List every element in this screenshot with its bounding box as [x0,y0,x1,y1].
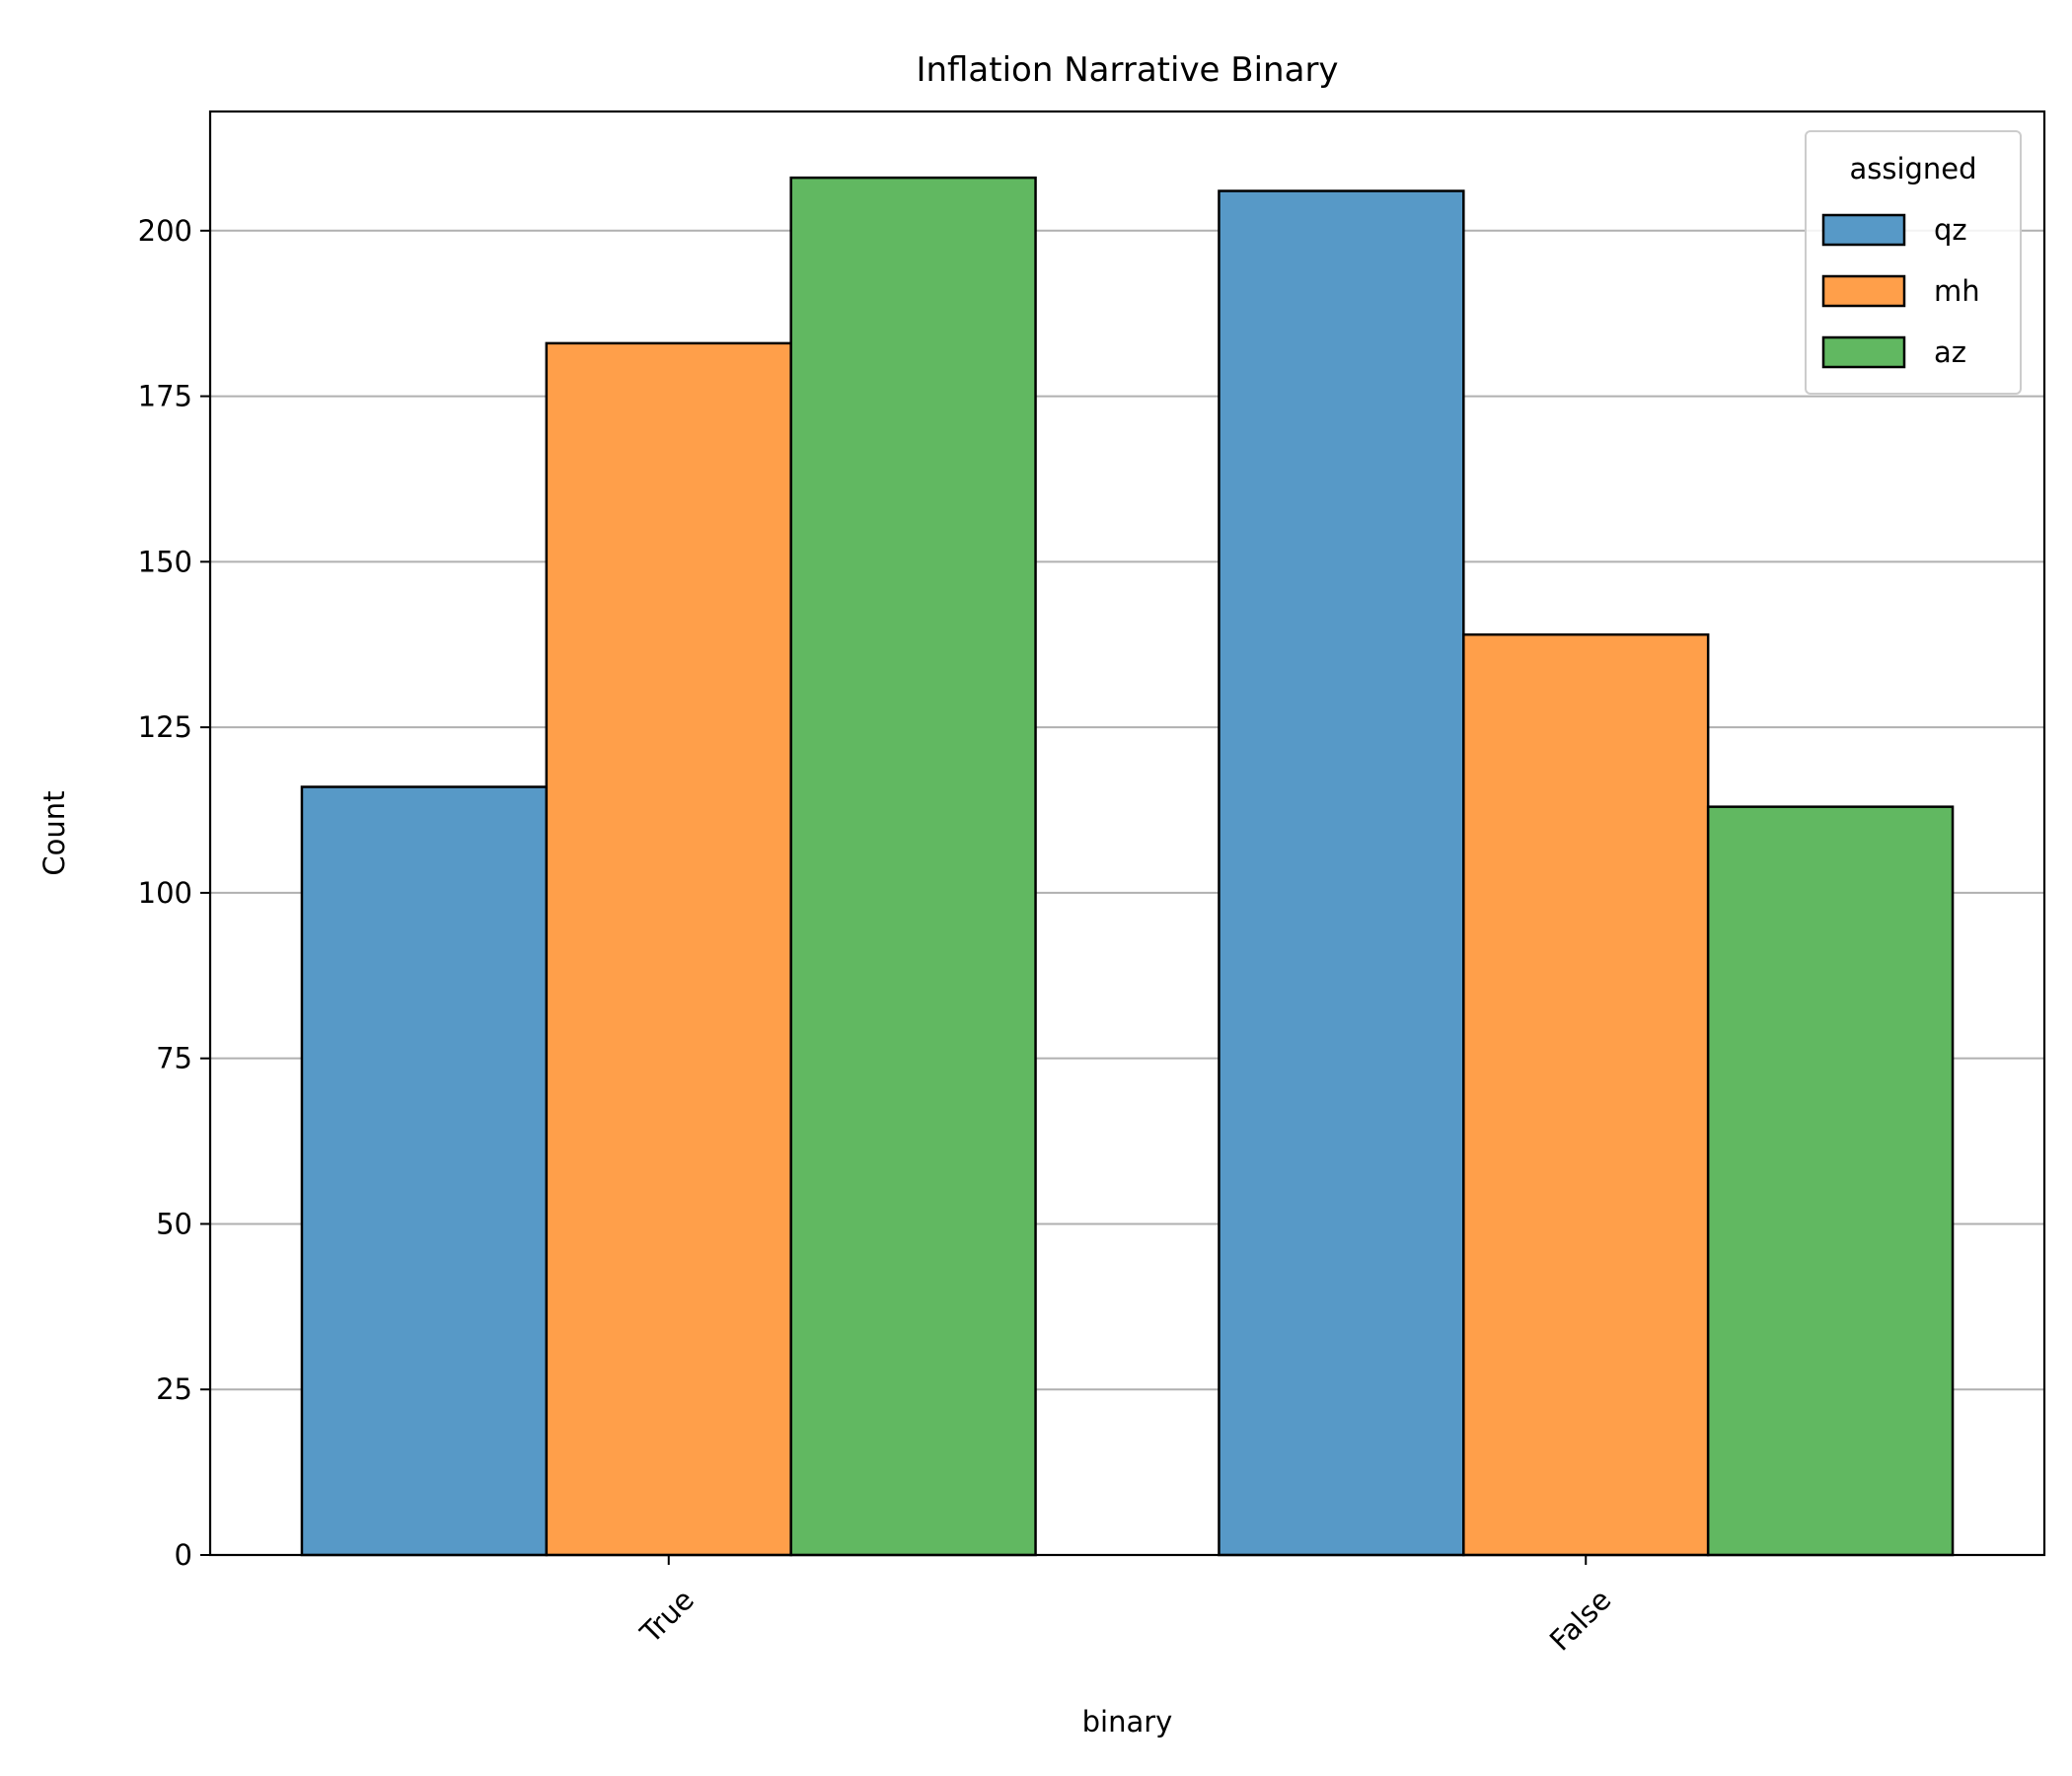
y-tick-label: 125 [138,710,192,744]
y-tick-label: 0 [175,1538,192,1572]
legend-title: assigned [1849,152,1976,185]
legend-label-qz: qz [1934,213,1967,247]
legend-swatch-mh [1821,274,1906,308]
legend-label-mh: mh [1934,274,1980,308]
y-tick-label: 25 [156,1372,192,1406]
chart-title: Inflation Narrative Binary [916,50,1338,90]
bar-az-true [789,176,1037,1557]
axes-frame [208,110,2046,1557]
legend-swatch-qz [1821,213,1906,247]
x-axis-label: binary [1082,1705,1173,1739]
bar-mh-false [1462,632,1710,1557]
bar-az-false [1706,805,1955,1557]
y-tick-label: 75 [156,1042,192,1075]
bars [300,176,1955,1557]
legend-frame [1805,130,2022,395]
legend-items: qz mh az [1821,213,1980,369]
bar-mh-true [545,341,792,1557]
y-tick-label: 50 [156,1207,192,1240]
legend-label-az: az [1934,335,1966,369]
legend: assigned qz mh az [1805,130,2022,395]
y-tick-label: 200 [138,214,192,248]
y-tick-label: 150 [138,545,192,578]
y-tick-label: 175 [138,380,192,413]
bar-qz-true [300,785,549,1557]
bar-qz-false [1218,189,1465,1557]
y-axis-label: Count [37,790,71,875]
y-tick-label: 100 [138,876,192,910]
y-axis-ticks: 0 25 50 75 100 125 150 175 200 [138,214,210,1572]
legend-swatch-az [1821,335,1906,369]
